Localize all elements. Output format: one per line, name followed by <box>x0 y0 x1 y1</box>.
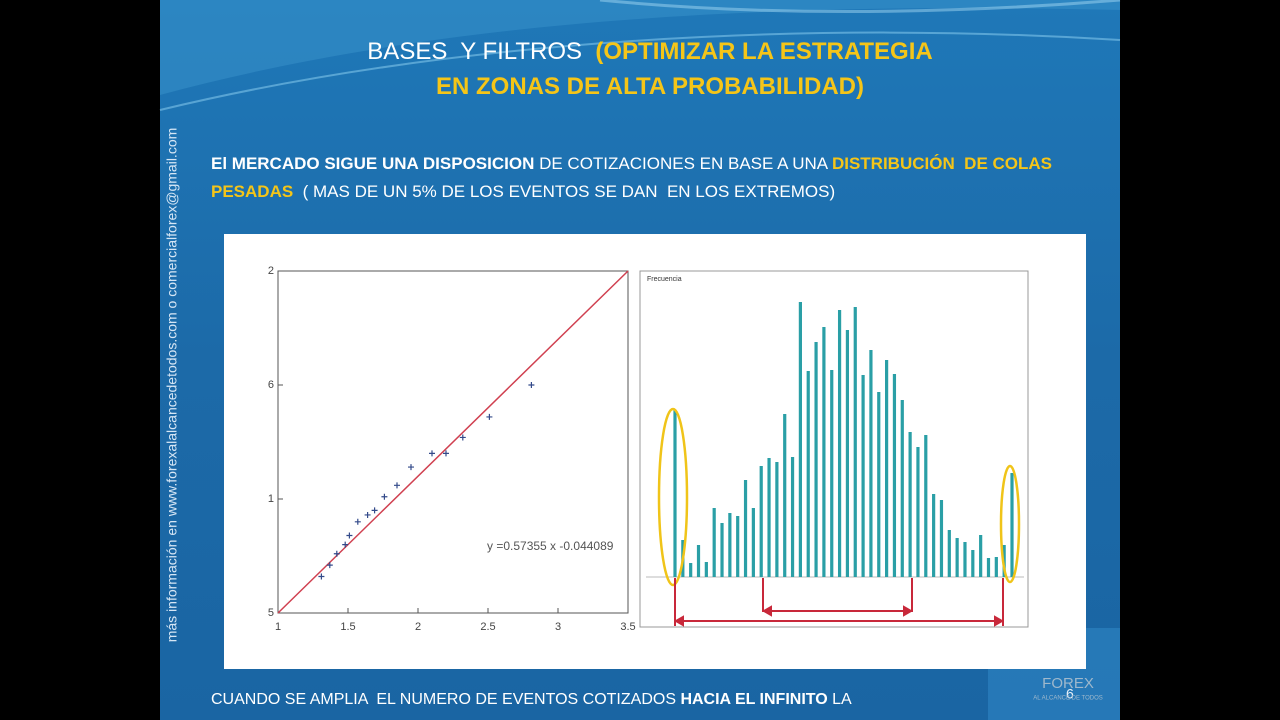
point <box>528 382 535 388</box>
x-tick-label: 1 <box>275 621 281 633</box>
bar <box>743 480 748 577</box>
footer-tail: LA <box>827 691 852 708</box>
bar <box>908 432 912 577</box>
side-text: más información en www.forexalalcancedet… <box>164 128 180 643</box>
bar <box>986 558 991 577</box>
bar <box>767 458 771 577</box>
bar <box>783 414 787 577</box>
highlight-right-tail <box>999 464 1021 584</box>
point <box>459 434 466 441</box>
y-tick-label: 2 <box>268 265 274 277</box>
bar <box>853 307 857 577</box>
annotation: y =0.57355 x -0.044089 <box>487 539 614 553</box>
bar <box>814 342 818 577</box>
bar <box>736 516 740 577</box>
point <box>318 573 325 580</box>
bar <box>704 562 708 577</box>
point <box>342 541 349 548</box>
bar <box>979 535 983 577</box>
bar <box>689 563 693 577</box>
x-tick-label: 3 <box>555 621 561 633</box>
bar <box>798 302 802 577</box>
bar <box>869 350 873 577</box>
logo-name: FOREX <box>1042 675 1094 692</box>
point <box>408 464 414 471</box>
x-tick-label: 2 <box>415 621 421 633</box>
title-plain: BASES Y FILTROS <box>367 38 583 65</box>
title-line-1: BASES Y FILTROS (OPTIMIZAR LA ESTRATEGIA <box>200 38 1100 66</box>
bar <box>728 513 732 577</box>
bar <box>1010 473 1014 577</box>
bar <box>939 500 944 577</box>
wave-line <box>599 0 1121 14</box>
bar <box>712 508 716 577</box>
bar <box>916 447 920 577</box>
bar <box>963 542 967 577</box>
x-tick-label: 2.5 <box>480 621 495 633</box>
bar <box>971 550 975 577</box>
y-tick-label: 5 <box>268 607 274 619</box>
bar <box>885 360 889 577</box>
point <box>354 518 361 525</box>
point <box>364 511 371 518</box>
bar <box>673 410 677 577</box>
bar <box>696 545 701 577</box>
x-tick-label: 3.5 <box>620 621 635 633</box>
bar <box>720 523 724 577</box>
bar <box>900 400 904 577</box>
point <box>486 413 493 420</box>
logo-tagline: AL ALCANCE DE TODOS <box>1033 696 1103 702</box>
page-number: 6 <box>1066 686 1074 702</box>
chart-image <box>224 234 1086 669</box>
x-tick-label: 1.5 <box>340 621 355 633</box>
wave <box>160 0 1120 95</box>
point <box>326 562 333 569</box>
para-text: DE COTIZACIONES EN BASE A UNA <box>534 154 832 173</box>
scatter-frame <box>277 270 629 614</box>
y-tick-label: 1 <box>268 493 274 505</box>
hist-frame <box>639 270 1029 628</box>
point <box>333 550 340 557</box>
bar <box>775 462 779 577</box>
point <box>381 493 388 500</box>
footer: CUANDO SE AMPLIA EL NUMERO DE EVENTOS CO… <box>211 691 852 709</box>
paragraph: El MERCADO SIGUE UNA DISPOSICION DE COTI… <box>211 150 1091 206</box>
bar <box>837 310 842 577</box>
bar <box>830 370 834 577</box>
title-highlight: (OPTIMIZAR LA ESTRATEGIA <box>595 38 933 65</box>
chart-title: Frecuencia <box>647 276 682 283</box>
point <box>443 450 449 457</box>
bar <box>759 466 763 577</box>
y-tick-label: 6 <box>268 379 274 391</box>
highlight-left-tail <box>657 407 689 587</box>
para-bold: El MERCADO SIGUE UNA DISPOSICION <box>211 154 535 173</box>
bar <box>892 374 897 577</box>
bar <box>924 435 928 577</box>
bar <box>822 327 826 577</box>
wave-line <box>159 31 1121 111</box>
bar <box>861 375 865 577</box>
footer-bold: HACIA EL INFINITO <box>680 691 828 708</box>
bar <box>994 557 998 577</box>
para-highlight: DISTRIBUCIÓN DE COLAS PESADAS <box>211 154 1057 201</box>
para-tail: ( MAS DE UN 5% DE LOS EVENTOS SE DAN EN … <box>293 182 836 201</box>
bar <box>790 457 795 577</box>
range-arrows <box>673 578 1005 627</box>
title-line-2: EN ZONAS DE ALTA PROBABILIDAD) <box>436 73 864 100</box>
point <box>371 507 378 514</box>
bar <box>955 538 959 577</box>
bar <box>751 508 755 577</box>
point <box>394 482 400 489</box>
footer-text: CUANDO SE AMPLIA EL NUMERO DE EVENTOS CO… <box>211 691 681 708</box>
point <box>346 532 353 539</box>
point <box>429 450 435 457</box>
bar <box>845 330 850 577</box>
bar <box>877 392 881 577</box>
bar <box>806 371 810 577</box>
bar <box>932 494 936 577</box>
bar <box>947 530 951 577</box>
